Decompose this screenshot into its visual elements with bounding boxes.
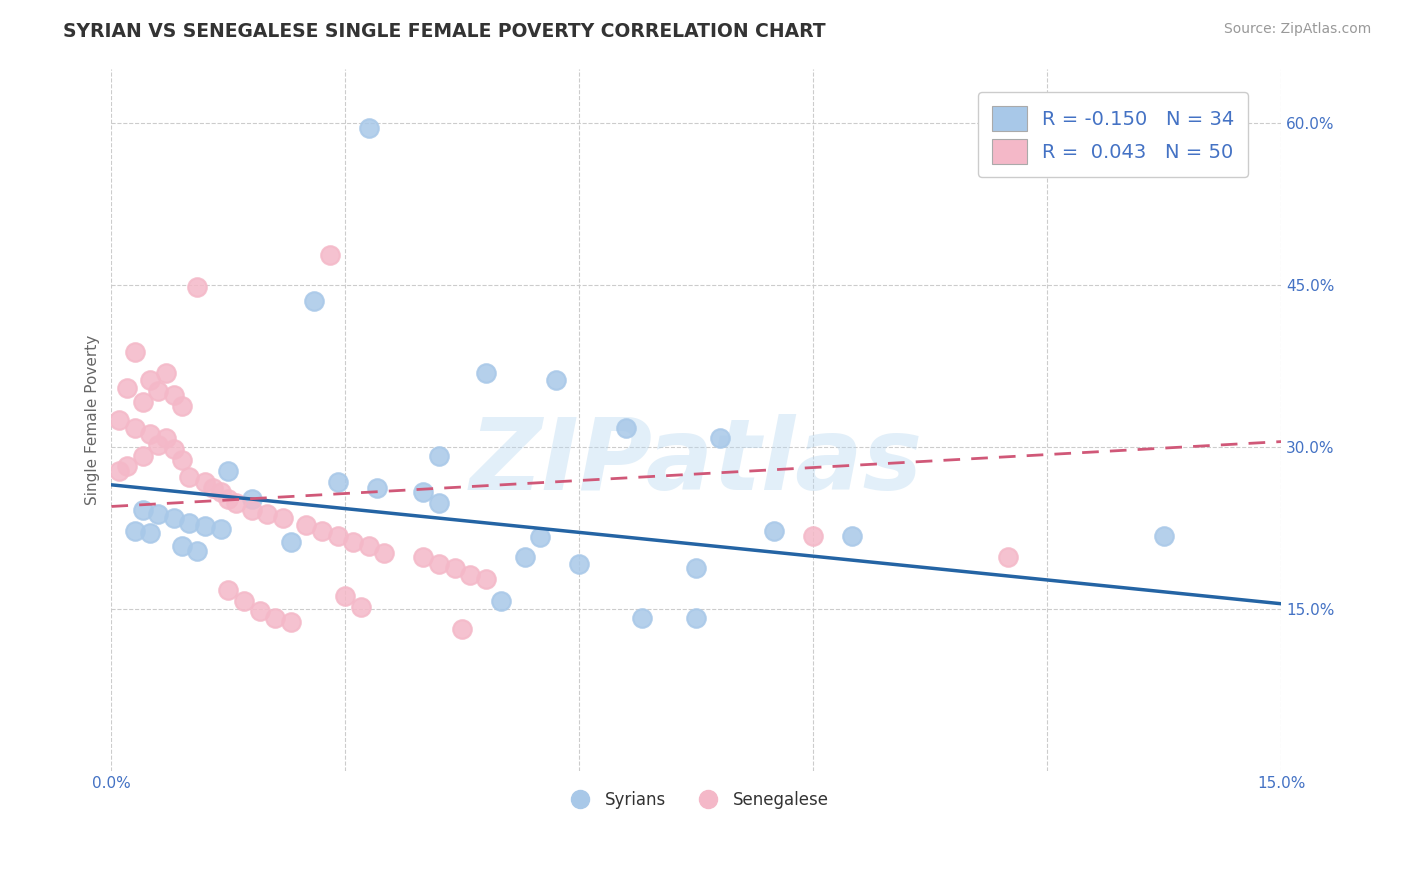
Point bbox=[179, 516, 201, 530]
Point bbox=[451, 622, 474, 636]
Point bbox=[357, 540, 380, 554]
Point bbox=[1153, 529, 1175, 543]
Point bbox=[170, 453, 193, 467]
Point bbox=[326, 529, 349, 543]
Point bbox=[108, 464, 131, 478]
Point bbox=[124, 524, 146, 539]
Point bbox=[139, 526, 162, 541]
Point bbox=[803, 529, 825, 543]
Point bbox=[163, 511, 186, 525]
Legend: Syrians, Senegalese: Syrians, Senegalese bbox=[557, 784, 835, 816]
Point bbox=[513, 550, 536, 565]
Point bbox=[217, 464, 239, 478]
Point bbox=[131, 449, 153, 463]
Point bbox=[139, 427, 162, 442]
Point bbox=[131, 394, 153, 409]
Point bbox=[209, 522, 232, 536]
Point bbox=[139, 373, 162, 387]
Point bbox=[155, 367, 177, 381]
Point bbox=[427, 557, 450, 571]
Point bbox=[264, 611, 287, 625]
Point bbox=[458, 567, 481, 582]
Point bbox=[685, 561, 707, 575]
Point bbox=[148, 438, 170, 452]
Point bbox=[217, 491, 239, 506]
Point bbox=[148, 384, 170, 398]
Text: SYRIAN VS SENEGALESE SINGLE FEMALE POVERTY CORRELATION CHART: SYRIAN VS SENEGALESE SINGLE FEMALE POVER… bbox=[63, 22, 825, 41]
Point bbox=[630, 611, 652, 625]
Text: ZIPatlas: ZIPatlas bbox=[470, 414, 922, 510]
Point bbox=[475, 572, 498, 586]
Point bbox=[240, 502, 263, 516]
Point bbox=[163, 442, 186, 457]
Point bbox=[194, 475, 217, 489]
Point bbox=[179, 470, 201, 484]
Point bbox=[475, 367, 498, 381]
Point bbox=[256, 507, 278, 521]
Point bbox=[170, 399, 193, 413]
Point bbox=[108, 413, 131, 427]
Point bbox=[217, 582, 239, 597]
Point bbox=[233, 593, 256, 607]
Point bbox=[148, 507, 170, 521]
Point bbox=[319, 247, 342, 261]
Y-axis label: Single Female Poverty: Single Female Poverty bbox=[86, 334, 100, 505]
Point bbox=[302, 293, 325, 308]
Point bbox=[342, 535, 364, 549]
Point bbox=[311, 524, 333, 539]
Point bbox=[685, 611, 707, 625]
Point bbox=[271, 511, 294, 525]
Point bbox=[614, 420, 637, 434]
Point bbox=[427, 449, 450, 463]
Point bbox=[763, 524, 786, 539]
Point bbox=[186, 543, 208, 558]
Point bbox=[280, 615, 302, 629]
Point bbox=[124, 420, 146, 434]
Point bbox=[568, 557, 591, 571]
Point bbox=[209, 485, 232, 500]
Point bbox=[544, 373, 567, 387]
Point bbox=[491, 593, 513, 607]
Point bbox=[280, 535, 302, 549]
Point bbox=[201, 481, 224, 495]
Point bbox=[326, 475, 349, 489]
Point bbox=[170, 540, 193, 554]
Point bbox=[357, 120, 380, 135]
Point bbox=[295, 517, 318, 532]
Point bbox=[709, 431, 731, 445]
Point bbox=[163, 388, 186, 402]
Point bbox=[412, 485, 434, 500]
Point bbox=[373, 546, 395, 560]
Point bbox=[225, 496, 247, 510]
Point bbox=[350, 600, 373, 615]
Point bbox=[131, 502, 153, 516]
Point bbox=[186, 280, 208, 294]
Point bbox=[841, 529, 863, 543]
Point bbox=[124, 344, 146, 359]
Point bbox=[412, 550, 434, 565]
Point bbox=[155, 431, 177, 445]
Point bbox=[443, 561, 465, 575]
Point bbox=[194, 519, 217, 533]
Point bbox=[240, 491, 263, 506]
Point bbox=[115, 380, 138, 394]
Point bbox=[249, 604, 271, 618]
Point bbox=[335, 589, 357, 603]
Point bbox=[427, 496, 450, 510]
Point bbox=[529, 530, 551, 544]
Text: Source: ZipAtlas.com: Source: ZipAtlas.com bbox=[1223, 22, 1371, 37]
Point bbox=[366, 481, 388, 495]
Point bbox=[115, 459, 138, 474]
Point bbox=[997, 550, 1019, 565]
